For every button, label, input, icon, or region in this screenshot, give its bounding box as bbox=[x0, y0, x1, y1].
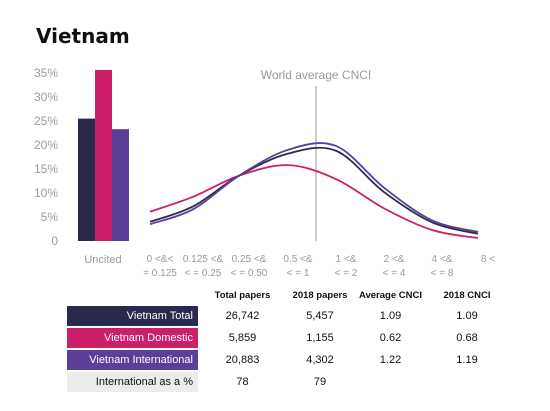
table-cell: 1.19 bbox=[428, 348, 506, 371]
x-tick-label: 0.25 <& bbox=[232, 254, 267, 265]
x-tick-label: < = 0.50 bbox=[231, 268, 268, 279]
y-tick-label: 15% bbox=[34, 162, 58, 176]
table-header-row: Total papers 2018 papers Average CNCI 20… bbox=[67, 286, 506, 305]
y-tick-label: 20% bbox=[34, 138, 58, 152]
table-cell: 20,883 bbox=[198, 348, 287, 371]
cnci-distribution-chart: 35% 30% 25% 20% 15% 10% 5% 0 Uncited 0 <&< = 0.125… bbox=[34, 66, 495, 279]
table-row: International as a % 78 79 bbox=[67, 370, 506, 392]
x-tick-label: < = 4 bbox=[383, 268, 406, 279]
row-label-international-pct: International as a % bbox=[67, 370, 198, 392]
summary-table: Total papers 2018 papers Average CNCI 20… bbox=[67, 286, 506, 392]
x-tick-label: < = 1 bbox=[287, 268, 310, 279]
y-tick-label: 5% bbox=[41, 210, 59, 224]
x-tick-label: 8 < bbox=[481, 254, 495, 265]
uncited-bar bbox=[112, 129, 129, 241]
y-tick-label: 0 bbox=[51, 234, 58, 248]
header-2018-cnci: 2018 CNCI bbox=[443, 289, 491, 301]
table-cell: 5,859 bbox=[198, 326, 287, 349]
x-tick-label: 0.125 <& bbox=[183, 254, 224, 265]
table-row: Vietnam Domestic 5,859 1,155 0.62 0.68 bbox=[67, 326, 506, 349]
y-tick-label: 25% bbox=[34, 114, 58, 128]
y-tick-label: 10% bbox=[34, 186, 58, 200]
x-tick-label: 2 <& bbox=[384, 254, 405, 265]
table-row: Vietnam Total 26,742 5,457 1.09 1.09 bbox=[67, 304, 506, 327]
table-cell: 26,742 bbox=[198, 304, 287, 327]
x-tick-label: < = 8 bbox=[431, 268, 454, 279]
table-cell: 4,302 bbox=[287, 348, 353, 371]
row-label-international: Vietnam International bbox=[67, 348, 198, 371]
table-cell bbox=[428, 370, 506, 392]
uncited-bar bbox=[95, 70, 112, 241]
table-cell: 1,155 bbox=[287, 326, 353, 349]
table-cell: 1.09 bbox=[353, 304, 428, 327]
table-cell bbox=[353, 370, 428, 392]
header-total-papers: Total papers bbox=[214, 289, 271, 301]
world-average-label: World average CNCI bbox=[261, 68, 371, 82]
x-tick-label: 4 <& bbox=[432, 254, 453, 265]
table-row: Vietnam International 20,883 4,302 1.22 … bbox=[67, 348, 506, 371]
uncited-label: Uncited bbox=[84, 254, 121, 266]
row-label-domestic: Vietnam Domestic bbox=[67, 326, 198, 349]
table-cell: 0.68 bbox=[428, 326, 506, 349]
table-cell: 78 bbox=[198, 370, 287, 392]
table-cell: 0.62 bbox=[353, 326, 428, 349]
header-2018-papers: 2018 papers bbox=[292, 289, 348, 301]
y-tick-label: 35% bbox=[34, 66, 58, 80]
table-cell: 5,457 bbox=[287, 304, 353, 327]
x-tick-label: 0 <&< bbox=[147, 254, 174, 265]
header-average-cnci: Average CNCI bbox=[358, 289, 422, 301]
x-tick-label: < = 0.25 bbox=[185, 268, 222, 279]
chart-title: Vietnam bbox=[36, 24, 130, 48]
row-label-total: Vietnam Total bbox=[67, 304, 198, 327]
y-tick-label: 30% bbox=[34, 90, 58, 104]
series-line-total bbox=[149, 146, 479, 235]
x-tick-label: 0.5 <& bbox=[283, 254, 313, 265]
x-tick-label: 1 <& bbox=[336, 254, 357, 265]
x-tick-label: < = 2 bbox=[335, 268, 358, 279]
table-cell: 79 bbox=[287, 370, 353, 392]
table-cell: 1.22 bbox=[353, 348, 428, 371]
table-cell: 1.09 bbox=[428, 304, 506, 327]
series-line-domestic bbox=[149, 164, 479, 240]
series-line-international bbox=[149, 142, 479, 233]
x-tick-label: = 0.125 bbox=[143, 268, 177, 279]
uncited-bar bbox=[78, 118, 95, 241]
